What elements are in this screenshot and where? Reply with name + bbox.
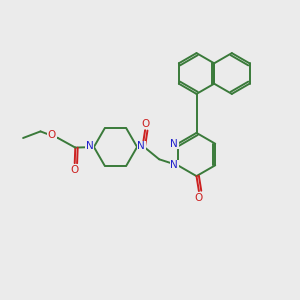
Text: N: N	[170, 160, 178, 170]
Text: O: O	[48, 130, 56, 140]
Text: N: N	[137, 141, 145, 151]
Text: O: O	[195, 193, 203, 203]
Text: O: O	[141, 118, 149, 129]
Text: N: N	[86, 141, 94, 151]
Text: O: O	[70, 165, 79, 175]
Text: N: N	[170, 139, 178, 149]
